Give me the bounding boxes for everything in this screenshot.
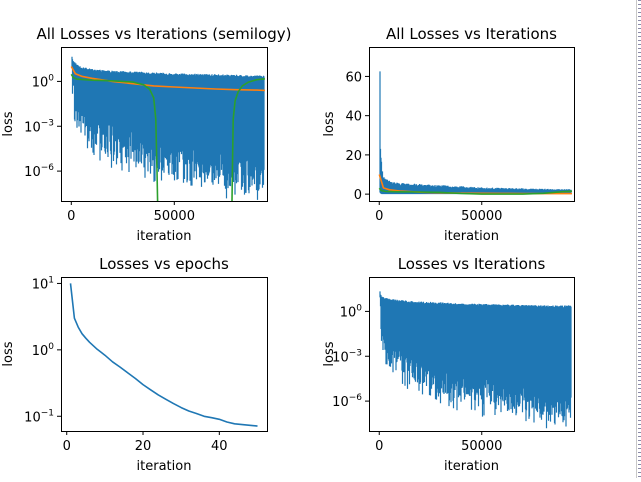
x-axis-label: iteration — [137, 229, 192, 244]
y-tick-label: 10−6 — [332, 393, 362, 410]
window-edge-scrollbar[interactable] — [638, 0, 641, 478]
series-1-band — [379, 291, 572, 429]
y-tick-label: 100 — [32, 73, 55, 90]
x-axis-label: iteration — [444, 229, 499, 244]
series-1-line — [69, 283, 258, 427]
x-tick-label: 50000 — [461, 439, 502, 454]
y-axis-label: loss — [322, 341, 337, 366]
axes-frame — [369, 47, 575, 202]
y-tick-label: 0 — [354, 188, 362, 203]
y-axis-label: loss — [1, 341, 16, 366]
chart-title: Losses vs Iterations — [398, 255, 546, 273]
x-tick-label: 50000 — [154, 209, 195, 224]
plot-area — [70, 56, 265, 201]
chart-title: All Losses vs Iterations (semilogy) — [36, 25, 291, 43]
series-2-line — [70, 66, 265, 92]
y-axis-label: loss — [1, 111, 16, 136]
x-tick-label: 0 — [375, 209, 383, 224]
y-tick-label: 100 — [340, 303, 363, 320]
subplot-1: 0 50000 100 10−3 10−6 All Losses vs Iteration… — [1, 25, 292, 244]
series-4-line — [231, 78, 265, 201]
x-tick-label: 0 — [375, 439, 383, 454]
x-tick-label: 0 — [63, 439, 71, 454]
y-tick-label: 10−3 — [24, 118, 54, 135]
chart-title: Losses vs epochs — [99, 255, 229, 273]
plot-area — [378, 71, 573, 195]
subplot-3: 0 20 40 101 100 10−1 Losses vs epochs iteration… — [1, 255, 268, 474]
y-tick-label: 60 — [345, 70, 362, 85]
axes-frame — [61, 47, 268, 202]
y-tick-label: 10−1 — [24, 408, 54, 425]
chart-title: All Losses vs Iterations — [386, 25, 557, 43]
x-tick-label: 0 — [67, 209, 75, 224]
y-tick-label: 100 — [32, 342, 55, 359]
series-1-band — [71, 56, 265, 200]
x-tick-label: 20 — [135, 439, 152, 454]
y-tick-label: 20 — [345, 149, 362, 164]
y-tick-label: 10−6 — [24, 163, 54, 180]
y-tick-label: 101 — [32, 275, 54, 292]
x-axis-label: iteration — [444, 459, 499, 474]
series-1-band — [379, 71, 572, 195]
x-tick-label: 50000 — [461, 209, 502, 224]
window-edge-divider — [636, 0, 637, 478]
y-tick-label: 40 — [345, 110, 362, 125]
series-3-line — [70, 73, 159, 201]
plot-area — [69, 283, 258, 427]
subplot-2: 0 50000 0 20 40 60 All Losses vs Iterations ite… — [322, 25, 575, 244]
y-axis-label: loss — [322, 111, 337, 136]
axes-frame — [61, 277, 268, 432]
axes-frame — [369, 277, 575, 432]
x-axis-label: iteration — [137, 459, 192, 474]
x-tick-label: 40 — [211, 439, 228, 454]
plot-area — [379, 291, 572, 429]
series-3-line — [378, 187, 573, 195]
